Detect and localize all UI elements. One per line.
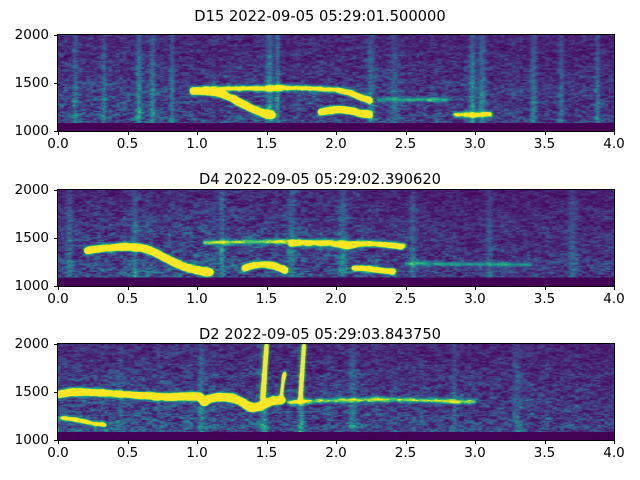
y-tick-label: 2000 <box>14 336 49 352</box>
x-tick-label: 0.0 <box>47 445 69 461</box>
x-tick-label: 3.0 <box>464 291 486 307</box>
x-tick-mark <box>475 286 476 290</box>
x-tick-label: 1.5 <box>255 291 278 307</box>
x-tick-mark <box>197 286 198 290</box>
x-tick-mark <box>336 440 337 444</box>
x-tick-label: 3.0 <box>464 136 486 152</box>
y-tick-label: 1000 <box>14 123 49 139</box>
x-tick-label: 2.0 <box>325 445 347 461</box>
x-tick-mark <box>614 440 615 444</box>
x-tick-label: 0.0 <box>47 291 69 307</box>
subplot-title: D2 2022-09-05 05:29:03.843750 <box>198 326 442 343</box>
x-tick-label: 4.0 <box>603 136 625 152</box>
x-tick-label: 2.5 <box>394 445 417 461</box>
y-tick-mark <box>53 190 57 191</box>
x-tick-mark <box>197 131 198 135</box>
y-tick-label: 1000 <box>14 432 49 448</box>
x-tick-label: 2.0 <box>325 136 347 152</box>
y-tick-label: 1000 <box>14 278 49 294</box>
x-tick-mark <box>614 286 615 290</box>
y-tick-label: 1500 <box>14 75 49 91</box>
x-tick-label: 0.5 <box>116 291 139 307</box>
x-tick-mark <box>128 286 129 290</box>
x-tick-mark <box>128 131 129 135</box>
x-tick-label: 3.5 <box>533 136 556 152</box>
x-tick-mark <box>406 440 407 444</box>
x-tick-mark <box>58 440 59 444</box>
y-tick-mark <box>53 440 57 441</box>
x-tick-mark <box>475 440 476 444</box>
x-tick-label: 1.0 <box>186 136 208 152</box>
y-tick-mark <box>53 392 57 393</box>
x-tick-mark <box>545 131 546 135</box>
y-tick-mark <box>53 83 57 84</box>
x-tick-mark <box>58 286 59 290</box>
x-tick-label: 2.0 <box>325 291 347 307</box>
x-tick-mark <box>197 440 198 444</box>
x-tick-mark <box>267 131 268 135</box>
subplot-title: D4 2022-09-05 05:29:02.390620 <box>198 171 442 188</box>
y-tick-mark <box>53 286 57 287</box>
y-tick-label: 1500 <box>14 384 49 400</box>
subplot-title: D15 2022-09-05 05:29:01.500000 <box>194 8 446 25</box>
x-tick-label: 1.0 <box>186 445 208 461</box>
x-tick-label: 3.0 <box>464 445 486 461</box>
x-tick-mark <box>475 131 476 135</box>
x-tick-mark <box>545 440 546 444</box>
x-tick-mark <box>614 131 615 135</box>
y-tick-mark <box>53 344 57 345</box>
x-tick-label: 3.5 <box>533 445 556 461</box>
y-tick-mark <box>53 131 57 132</box>
x-tick-mark <box>406 131 407 135</box>
x-tick-label: 4.0 <box>603 445 625 461</box>
spectrogram-plot-area[interactable] <box>57 34 615 132</box>
x-tick-label: 0.5 <box>116 136 139 152</box>
y-tick-mark <box>53 35 57 36</box>
x-tick-label: 4.0 <box>603 291 625 307</box>
x-tick-mark <box>267 440 268 444</box>
y-tick-label: 2000 <box>14 182 49 198</box>
x-tick-label: 0.0 <box>47 136 69 152</box>
x-tick-label: 1.0 <box>186 291 208 307</box>
x-tick-mark <box>406 286 407 290</box>
x-tick-label: 0.5 <box>116 445 139 461</box>
x-tick-mark <box>58 131 59 135</box>
x-tick-mark <box>336 286 337 290</box>
x-tick-mark <box>267 286 268 290</box>
x-tick-label: 1.5 <box>255 136 278 152</box>
y-tick-label: 2000 <box>14 27 49 43</box>
x-tick-mark <box>128 440 129 444</box>
spectrogram-plot-area[interactable] <box>57 189 615 287</box>
x-tick-label: 2.5 <box>394 136 417 152</box>
x-tick-label: 1.5 <box>255 445 278 461</box>
y-tick-label: 1500 <box>14 230 49 246</box>
spectrogram-plot-area[interactable] <box>57 343 615 441</box>
y-tick-mark <box>53 238 57 239</box>
x-tick-mark <box>336 131 337 135</box>
x-tick-label: 3.5 <box>533 291 556 307</box>
x-tick-mark <box>545 286 546 290</box>
x-tick-label: 2.5 <box>394 291 417 307</box>
